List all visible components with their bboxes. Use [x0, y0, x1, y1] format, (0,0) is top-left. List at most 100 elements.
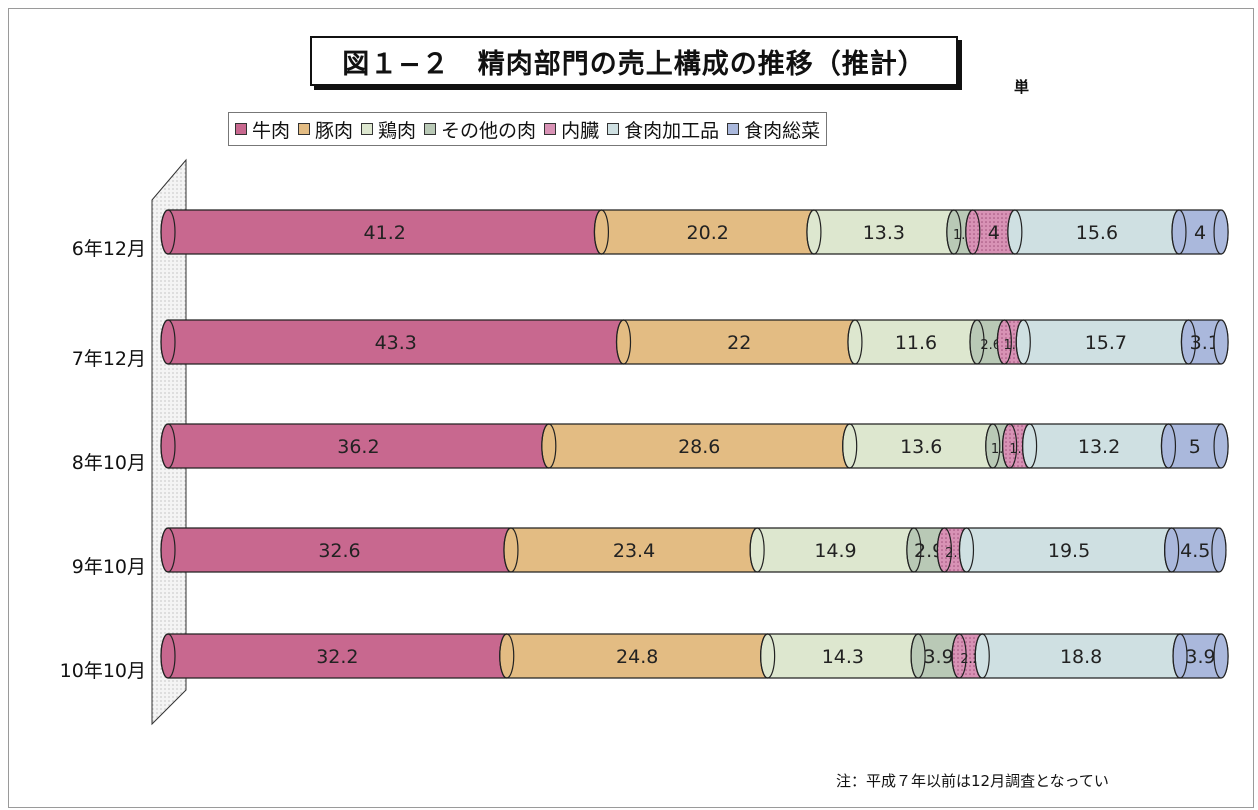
legend-item: その他の肉: [424, 116, 536, 143]
segment-edge: [499, 633, 515, 679]
legend-label: 鶏肉: [378, 119, 417, 142]
data-label: 13.3: [863, 222, 905, 244]
data-label: 2.9: [914, 540, 944, 562]
data-label: 18.8: [1060, 646, 1102, 668]
data-label: 4: [1194, 222, 1206, 244]
data-label: 20.2: [687, 222, 729, 244]
legend-item: 食肉加工品: [607, 116, 719, 143]
segment-edge: [615, 319, 632, 365]
legend-item: 豚肉: [298, 116, 353, 143]
segment-edge: [541, 423, 557, 469]
bar-end-cap: [1213, 209, 1229, 255]
segment-edge: [965, 209, 981, 255]
bar-end-cap: [1213, 423, 1229, 469]
data-label: 5: [1189, 436, 1201, 458]
bar-end-cap: [1213, 633, 1229, 679]
legend-swatch: [727, 123, 740, 135]
segment-edge: [503, 527, 519, 573]
data-label: 14.3: [822, 646, 864, 668]
segment-edge: [974, 633, 990, 679]
segment-edge: [1160, 423, 1177, 469]
data-label: 32.6: [318, 540, 360, 562]
legend-label: 内臓: [561, 119, 600, 142]
segment-edge: [1171, 209, 1187, 255]
data-label: 2.6: [980, 338, 1001, 353]
legend-swatch: [424, 123, 437, 135]
segment-edge: [760, 633, 776, 679]
segment-edge: [160, 527, 176, 573]
legend-label: その他の肉: [441, 119, 537, 142]
category-label: 6年12月: [71, 238, 146, 260]
segment-edge: [842, 423, 858, 469]
data-label: 28.6: [678, 436, 720, 458]
segment-edge: [951, 633, 967, 679]
legend-swatch: [235, 123, 247, 135]
segment-edge: [1180, 319, 1197, 365]
segment-edge: [996, 319, 1012, 365]
category-label: 8年10月: [71, 452, 146, 474]
legend-swatch: [298, 123, 311, 135]
segment-edge: [1015, 319, 1031, 365]
chart-title: 図１−２ 精肉部門の売上構成の推移（推計）: [310, 36, 958, 86]
category-label: 7年12月: [71, 348, 146, 370]
segment-edge: [906, 527, 922, 573]
footnote: 注：平成７年以前は12月調査となってい: [836, 772, 1109, 790]
data-label: 11.6: [895, 332, 937, 354]
data-label: 36.2: [337, 436, 379, 458]
segment-edge: [160, 319, 176, 365]
data-label: 22: [727, 332, 751, 354]
data-label: 24.8: [616, 646, 658, 668]
segment-edge: [847, 319, 863, 365]
legend-item: 内臓: [544, 116, 599, 143]
segment-edge: [1001, 423, 1018, 469]
data-label: 43.3: [375, 332, 417, 354]
data-label: 14.9: [814, 540, 856, 562]
segment-edge: [160, 209, 176, 255]
data-label: 23.4: [613, 540, 655, 562]
legend-item: 牛肉: [235, 116, 290, 143]
legend: 牛肉 豚肉 鶏肉 その他の肉 内臓 食肉加工品 食肉総菜: [228, 112, 828, 146]
bar-row: 36.2 28.6 13.6 1.61.9 13.2 5: [160, 423, 1229, 469]
segment-edge: [910, 633, 926, 679]
data-label: 3.9: [923, 646, 953, 668]
legend-item: 鶏肉: [361, 116, 416, 143]
legend-swatch: [361, 123, 374, 135]
bar-row: 43.3 22 11.6 2.6 1.8 15.7 3.1: [160, 319, 1229, 365]
bar-row: 41.2 20.2 13.3 1.8 4 15.6 4: [160, 209, 1229, 255]
segment-edge: [806, 209, 822, 255]
unit-label: 単: [1014, 78, 1030, 96]
legend-swatch: [544, 123, 557, 135]
category-label: 9年10月: [71, 556, 146, 578]
legend-label: 豚肉: [315, 119, 354, 142]
legend-swatch: [607, 123, 620, 135]
category-label: 10年10月: [59, 660, 146, 682]
segment-edge: [969, 319, 985, 365]
data-label: 3.9: [1185, 646, 1215, 668]
chart-frame: [8, 8, 1254, 808]
data-label: 15.6: [1076, 222, 1118, 244]
data-label: 4.5: [1180, 540, 1210, 562]
bar-end-cap: [1213, 319, 1229, 365]
segment-edge: [160, 423, 176, 469]
bar-row: 32.6 23.4 14.9 2.9 2.1 19.5 4.5: [160, 527, 1227, 573]
legend-label: 食肉加工品: [624, 119, 720, 142]
segment-edge: [946, 209, 962, 255]
data-label: 41.2: [364, 222, 406, 244]
legend-label: 牛肉: [252, 119, 291, 142]
bar-row: 32.2 24.8 14.3 3.9 2.2 18.8 3.9: [160, 633, 1229, 679]
data-label: 13.2: [1078, 436, 1120, 458]
segment-edge: [936, 527, 952, 573]
data-label: 19.5: [1048, 540, 1090, 562]
segment-edge: [1172, 633, 1188, 679]
data-label: 3.1: [1190, 332, 1220, 354]
data-label: 4: [988, 222, 1000, 244]
segment-edge: [593, 209, 610, 255]
segment-edge: [1021, 423, 1038, 469]
legend-item: 食肉総菜: [727, 116, 820, 143]
legend-label: 食肉総菜: [744, 119, 821, 142]
segment-edge: [958, 527, 975, 573]
segment-edge: [985, 423, 1001, 469]
segment-edge: [1007, 209, 1023, 255]
data-label: 15.7: [1085, 332, 1127, 354]
